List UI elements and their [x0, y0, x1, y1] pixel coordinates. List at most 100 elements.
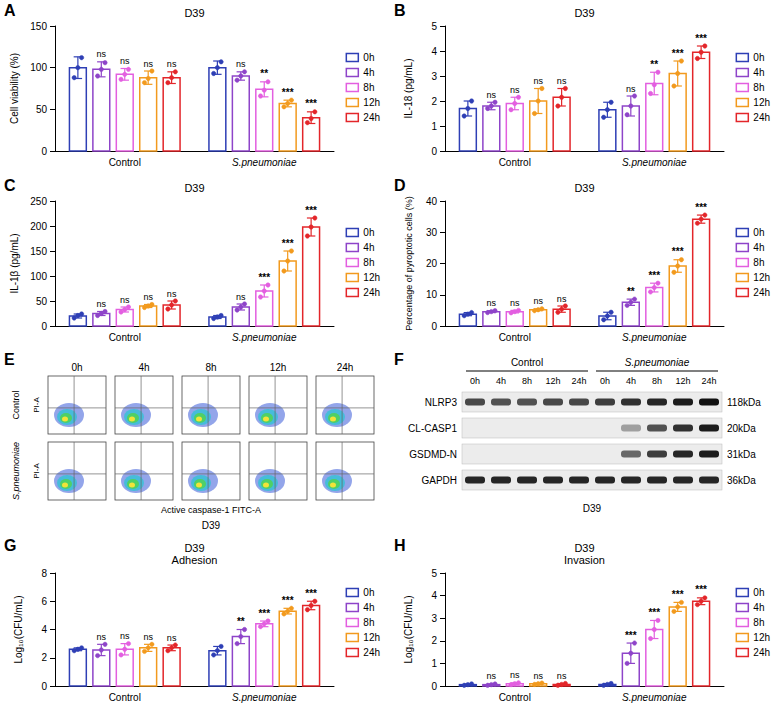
- svg-text:6: 6: [41, 596, 47, 607]
- svg-text:PI-A: PI-A: [32, 463, 41, 479]
- svg-text:0h: 0h: [753, 587, 764, 598]
- svg-text:8h: 8h: [205, 362, 216, 373]
- svg-text:***: ***: [258, 272, 270, 283]
- svg-text:***: ***: [695, 33, 707, 44]
- svg-text:12h: 12h: [753, 272, 770, 283]
- svg-text:8h: 8h: [753, 82, 764, 93]
- svg-text:ns: ns: [487, 298, 497, 308]
- svg-text:8h: 8h: [522, 376, 532, 386]
- svg-text:***: ***: [282, 595, 294, 606]
- svg-text:2: 2: [431, 635, 437, 646]
- svg-text:30: 30: [426, 227, 438, 238]
- svg-text:24h: 24h: [363, 112, 380, 123]
- svg-text:4h: 4h: [363, 602, 374, 613]
- svg-text:8h: 8h: [363, 617, 374, 628]
- svg-text:F: F: [394, 351, 404, 368]
- svg-text:ns: ns: [236, 59, 246, 69]
- svg-text:***: ***: [672, 589, 684, 600]
- svg-text:***: ***: [648, 270, 660, 281]
- svg-text:4h: 4h: [626, 376, 636, 386]
- svg-text:ns: ns: [143, 59, 153, 69]
- svg-text:Log₁₀(CFU/mL): Log₁₀(CFU/mL): [403, 595, 414, 663]
- svg-text:2: 2: [431, 96, 437, 107]
- svg-text:40: 40: [426, 196, 438, 207]
- svg-text:ns: ns: [510, 670, 520, 680]
- svg-text:24h: 24h: [363, 647, 380, 658]
- svg-text:36kDa: 36kDa: [727, 475, 756, 486]
- svg-text:1: 1: [431, 658, 437, 669]
- svg-text:150: 150: [30, 21, 47, 32]
- svg-text:4h: 4h: [363, 67, 374, 78]
- svg-text:8h: 8h: [753, 257, 764, 268]
- svg-text:S.pneumoniae: S.pneumoniae: [622, 332, 687, 343]
- svg-text:150: 150: [30, 246, 47, 257]
- svg-text:31kDa: 31kDa: [727, 449, 756, 460]
- svg-text:Percentage of pyroptotic cells: Percentage of pyroptotic cells (%): [404, 196, 414, 331]
- svg-text:S.pneumoniae: S.pneumoniae: [622, 157, 687, 168]
- svg-text:IL-1β (pg/mL): IL-1β (pg/mL): [9, 233, 20, 293]
- svg-text:D39: D39: [574, 542, 594, 554]
- svg-text:Invasion: Invasion: [564, 554, 605, 566]
- svg-text:Control: Control: [11, 390, 21, 419]
- svg-text:ns: ns: [557, 76, 567, 86]
- svg-text:**: **: [650, 59, 658, 70]
- svg-text:12h: 12h: [363, 272, 380, 283]
- svg-text:24h: 24h: [337, 362, 354, 373]
- svg-text:ns: ns: [510, 85, 520, 95]
- svg-text:4h: 4h: [363, 242, 374, 253]
- svg-text:S.pneumoniae: S.pneumoniae: [232, 332, 297, 343]
- svg-text:4: 4: [431, 590, 437, 601]
- svg-text:0h: 0h: [753, 227, 764, 238]
- svg-text:0: 0: [431, 146, 437, 157]
- svg-text:8: 8: [41, 568, 47, 579]
- svg-text:Control: Control: [499, 157, 531, 168]
- svg-text:Log₁₀(CFU/mL): Log₁₀(CFU/mL): [13, 595, 24, 663]
- svg-text:0h: 0h: [753, 52, 764, 63]
- svg-text:12h: 12h: [270, 362, 287, 373]
- svg-text:10: 10: [426, 289, 438, 300]
- svg-text:***: ***: [672, 48, 684, 59]
- svg-text:4h: 4h: [753, 67, 764, 78]
- svg-text:PI-A: PI-A: [32, 397, 41, 413]
- svg-text:D39: D39: [184, 542, 204, 554]
- svg-text:8h: 8h: [652, 376, 662, 386]
- svg-text:50: 50: [36, 296, 48, 307]
- svg-text:4: 4: [41, 624, 47, 635]
- svg-text:***: ***: [305, 98, 317, 109]
- svg-text:8h: 8h: [753, 617, 764, 628]
- svg-text:Cell viability (%): Cell viability (%): [9, 53, 20, 124]
- svg-text:8h: 8h: [363, 257, 374, 268]
- svg-text:NLRP3: NLRP3: [425, 397, 458, 408]
- svg-text:***: ***: [648, 607, 660, 618]
- svg-text:D39: D39: [583, 503, 602, 514]
- svg-text:20: 20: [426, 258, 438, 269]
- svg-text:ns: ns: [167, 59, 177, 69]
- svg-text:***: ***: [625, 630, 637, 641]
- svg-text:D39: D39: [574, 7, 594, 19]
- svg-text:0: 0: [41, 681, 47, 692]
- svg-text:ns: ns: [97, 49, 107, 59]
- svg-text:24h: 24h: [753, 287, 770, 298]
- svg-text:12h: 12h: [363, 97, 380, 108]
- svg-text:0h: 0h: [363, 587, 374, 598]
- svg-text:0: 0: [41, 321, 47, 332]
- svg-text:S.pneumoniae: S.pneumoniae: [11, 442, 21, 500]
- svg-text:24h: 24h: [701, 376, 716, 386]
- svg-text:5: 5: [431, 21, 437, 32]
- svg-text:Control: Control: [499, 332, 531, 343]
- svg-text:24h: 24h: [363, 287, 380, 298]
- svg-text:S.pneumoniae: S.pneumoniae: [625, 357, 690, 368]
- svg-text:0h: 0h: [71, 362, 82, 373]
- svg-text:250: 250: [30, 196, 47, 207]
- svg-text:5: 5: [431, 568, 437, 579]
- svg-text:ns: ns: [97, 299, 107, 309]
- svg-text:D: D: [394, 177, 406, 194]
- svg-text:ns: ns: [143, 292, 153, 302]
- svg-text:***: ***: [305, 205, 317, 216]
- svg-text:S.pneumoniae: S.pneumoniae: [232, 157, 297, 168]
- svg-text:GSDMD-N: GSDMD-N: [409, 449, 457, 460]
- svg-text:100: 100: [30, 62, 47, 73]
- svg-text:12h: 12h: [363, 632, 380, 643]
- svg-text:12h: 12h: [753, 97, 770, 108]
- svg-text:ns: ns: [557, 671, 567, 681]
